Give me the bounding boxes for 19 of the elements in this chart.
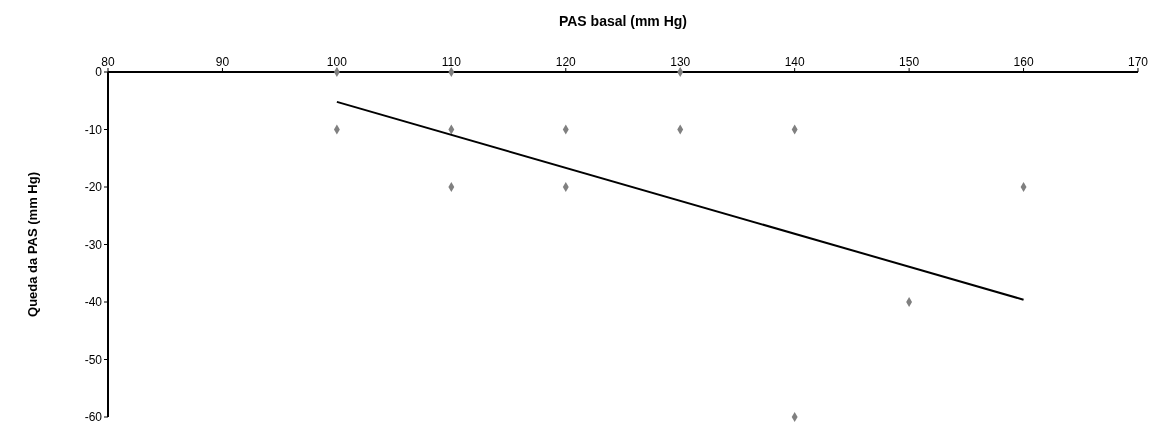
x-tick-label: 130 <box>670 55 691 69</box>
x-tick-label: 170 <box>1127 55 1149 69</box>
x-tick-label: 120 <box>555 55 577 69</box>
y-tick-label: -60 <box>84 410 103 425</box>
x-tick-label: 160 <box>1013 55 1034 69</box>
y-tick-label: -40 <box>84 295 103 310</box>
y-tick-label: 0 <box>95 65 103 80</box>
x-tick-label: 150 <box>899 55 920 69</box>
y-tick-label: -50 <box>84 352 103 367</box>
y-tick-label: -20 <box>84 180 103 195</box>
x-tick-label: 110 <box>441 55 462 69</box>
x-tick-label: 100 <box>326 55 348 69</box>
x-tick-label: 140 <box>784 55 805 69</box>
x-axis-title: PAS basal (mm Hg) <box>558 12 688 29</box>
y-tick-label: -30 <box>84 237 103 252</box>
x-tick-label: 80 <box>101 55 115 69</box>
y-tick-label: -10 <box>84 122 103 137</box>
x-tick-label: 90 <box>215 55 230 69</box>
y-axis-title: Queda da PAS (mm Hg) <box>24 172 40 317</box>
